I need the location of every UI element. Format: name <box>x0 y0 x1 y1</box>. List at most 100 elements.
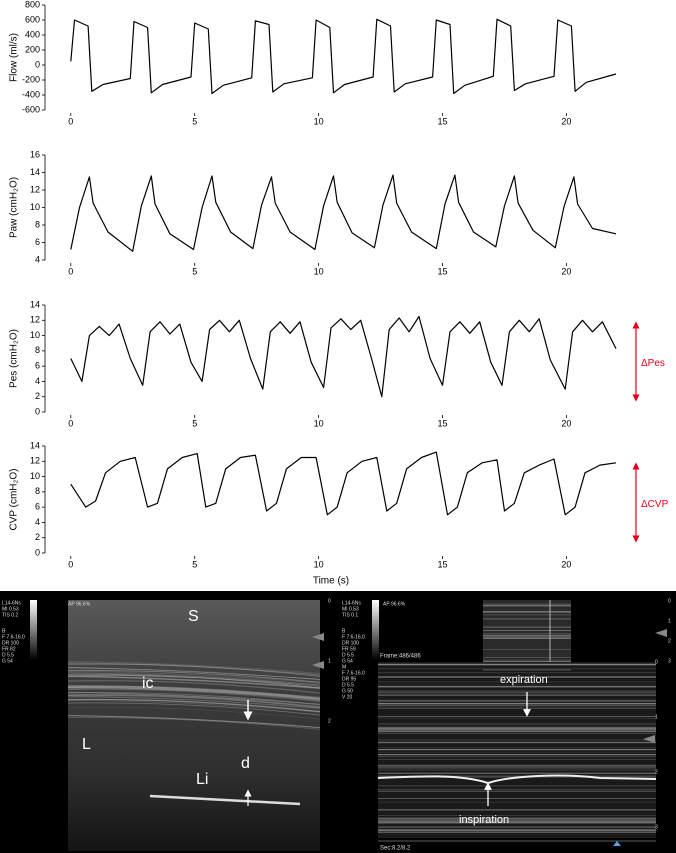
x-tick-label: 15 <box>438 266 448 276</box>
pleura-line <box>149 794 301 806</box>
echo-streak <box>67 664 321 677</box>
y-tick-label: 200 <box>25 44 40 54</box>
setting-text: F 7.6-16.0 <box>2 634 25 640</box>
echo-streak <box>67 669 321 683</box>
y-tick-label: 8 <box>35 486 40 496</box>
y-tick-label: 2 <box>35 532 40 542</box>
depth-label: 2 <box>668 638 671 644</box>
y-tick-label: 8 <box>35 345 40 355</box>
data-line <box>70 315 617 398</box>
gray-scale-bar <box>30 600 37 660</box>
label-li: Li <box>196 771 208 788</box>
x-tick-label: 20 <box>561 266 571 276</box>
echo-streak <box>67 692 321 706</box>
y-tick-label: -400 <box>22 89 40 99</box>
ultrasound-panel: S ic L d Li AP 96.6% AP 96.6% Frame:486/… <box>0 591 676 853</box>
echo-streak <box>67 680 321 694</box>
echo-streak <box>67 684 321 698</box>
setting-text: D 5.5 <box>342 682 354 688</box>
echo-streak <box>67 694 321 708</box>
sec-text: Sec:8.2/8.2 <box>380 846 411 852</box>
x-tick-label: 20 <box>561 418 571 428</box>
y-tick-label: 6 <box>35 502 40 512</box>
x-tick-label: 5 <box>192 559 197 569</box>
echo-streak <box>67 716 321 730</box>
data-line <box>70 174 617 252</box>
info-text: L14-6Ns <box>2 600 21 606</box>
y-axis-label: Paw (cmH₂O) <box>9 177 20 238</box>
setting-text: DR 100 <box>2 640 19 646</box>
y-tick-label: 800 <box>25 0 40 9</box>
y-tick-label: 0 <box>35 59 40 69</box>
echo-streak <box>67 699 321 713</box>
depth-label: 1 <box>328 658 331 664</box>
data-line <box>70 18 617 95</box>
y-tick-label: 12 <box>30 456 40 466</box>
x-tick-label: 0 <box>68 418 73 428</box>
echo-streak <box>67 675 321 689</box>
y-tick-label: 8 <box>35 219 40 229</box>
setting-text: D 5.5 <box>2 652 14 658</box>
x-tick-label: 10 <box>314 266 324 276</box>
depth-label: 1 <box>668 618 671 624</box>
echo-streak <box>67 697 321 710</box>
info-text: TIS 0.1 <box>342 612 358 618</box>
x-tick-label: 0 <box>68 116 73 126</box>
inspiration-label: inspiration <box>459 814 509 826</box>
setting-text: DR 95 <box>342 676 356 682</box>
x-tick-label: 5 <box>192 418 197 428</box>
x-tick-label: 0 <box>68 559 73 569</box>
echo-streak <box>67 663 321 677</box>
label-l: L <box>82 736 91 753</box>
setting-text: F 7.6-16.0 <box>342 634 365 640</box>
x-tick-label: 20 <box>561 116 571 126</box>
y-tick-label: -600 <box>22 104 40 114</box>
setting-text: B <box>2 628 6 634</box>
b-mode-texture <box>67 660 321 806</box>
setting-text: V 20 <box>342 694 353 700</box>
expiration-label: expiration <box>500 674 548 686</box>
y-tick-label: 6 <box>35 361 40 371</box>
echo-streak <box>67 672 321 686</box>
depth-label: 0 <box>655 659 658 665</box>
label-ic: ic <box>142 675 154 692</box>
depth-label: 2 <box>655 769 658 775</box>
x-tick-label: 20 <box>561 559 571 569</box>
ap-text: AP 96.6% <box>68 601 91 607</box>
m-mode-texture <box>377 603 657 833</box>
y-tick-label: 14 <box>30 299 40 309</box>
focus-marker <box>312 661 324 669</box>
depth-label: 3 <box>655 824 658 830</box>
depth-label: 2 <box>328 718 331 724</box>
y-axis-label: Pes (cmH₂O) <box>9 329 20 388</box>
depth-label: 1 <box>655 714 658 720</box>
echo-streak <box>67 685 321 700</box>
x-tick-label: 10 <box>314 418 324 428</box>
annotation-label: ΔCVP <box>641 499 669 510</box>
y-axis-label: Flow (ml/s) <box>9 33 20 82</box>
info-text: TIS 0.2 <box>2 612 18 618</box>
x-tick-label: 5 <box>192 266 197 276</box>
setting-text: B <box>342 628 346 634</box>
depth-label: 3 <box>668 658 671 664</box>
x-tick-label: 10 <box>314 116 324 126</box>
y-tick-label: 4 <box>35 517 40 527</box>
echo-streak <box>67 669 321 684</box>
info-text: MI 0.53 <box>2 606 19 612</box>
x-tick-label: 15 <box>438 559 448 569</box>
setting-text: FR 82 <box>2 646 16 652</box>
y-tick-label: -200 <box>22 74 40 84</box>
setting-text: D 5.5 <box>342 652 354 658</box>
x-tick-label: 0 <box>68 266 73 276</box>
y-tick-label: 16 <box>30 149 40 159</box>
ap-text: AP 96.6% <box>383 601 406 607</box>
info-text: L14-6Ns <box>342 600 361 606</box>
y-tick-label: 4 <box>35 254 40 264</box>
y-tick-label: 14 <box>30 167 40 177</box>
focus-marker <box>655 629 667 637</box>
y-axis-label: CVP (cmH₂O) <box>9 468 20 530</box>
info-text: MI 0.53 <box>342 606 359 612</box>
y-tick-label: 600 <box>25 14 40 24</box>
y-tick-label: 10 <box>30 471 40 481</box>
